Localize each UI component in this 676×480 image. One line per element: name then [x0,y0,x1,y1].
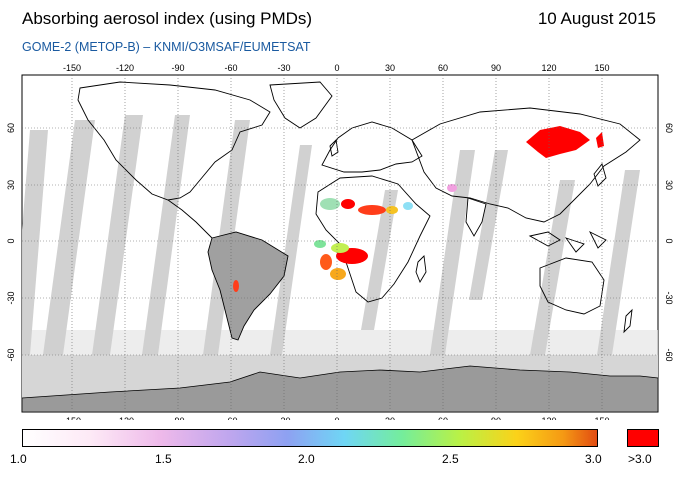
lon-tick-top: 90 [491,63,501,73]
lat-tick-left: 0 [6,238,16,243]
lon-tick-top: 30 [385,63,395,73]
lon-tick-bottom: 60 [438,416,448,420]
world-map: -150 -120 -90 -60 -30 0 30 60 90 120 150… [0,58,676,420]
lat-tick-right: 0 [664,238,674,243]
lat-tick-left: -60 [6,348,16,361]
lat-tick-right: -30 [664,291,674,304]
lat-tick-left: -30 [6,291,16,304]
legend-label-max: 3.0 [585,452,602,466]
coastlines [77,81,641,341]
map-date: 10 August 2015 [537,9,656,28]
lat-tick-right: -60 [664,348,674,361]
lon-tick-bottom: -60 [224,416,237,420]
map-title: Absorbing aerosol index (using PMDs) [22,9,313,28]
color-scale-bar [22,429,598,447]
lon-tick-bottom: -120 [116,416,134,420]
lon-tick-top: -60 [224,63,237,73]
lon-tick-bottom: -150 [63,416,81,420]
antarctica-landmass [21,365,659,413]
lat-tick-right: 30 [664,180,674,190]
lon-tick-top: 150 [594,63,609,73]
overflow-color-box [627,429,659,447]
legend-label-min: 1.0 [10,452,27,466]
lon-tick-top: -120 [116,63,134,73]
graticule [22,75,658,412]
lon-tick-bottom: -90 [171,416,184,420]
legend-label: 1.5 [155,452,172,466]
lon-tick-top: 0 [334,63,339,73]
legend-label-overflow: >3.0 [628,452,652,466]
lon-tick-top: 120 [541,63,556,73]
lon-tick-top: 60 [438,63,448,73]
lon-tick-bottom: 90 [491,416,501,420]
lon-tick-bottom: 30 [385,416,395,420]
lat-tick-left: 30 [6,180,16,190]
lon-tick-bottom: 0 [334,416,339,420]
orbit-gap-stripes [22,115,640,355]
lon-tick-bottom: 150 [594,416,609,420]
legend-label: 2.0 [298,452,315,466]
lat-tick-left: 60 [6,123,16,133]
legend-label: 2.5 [442,452,459,466]
lon-tick-bottom: -30 [277,416,290,420]
map-subtitle: GOME-2 (METOP-B) – KNMI/O3MSAF/EUMETSAT [22,40,311,54]
lon-tick-top: -90 [171,63,184,73]
lon-tick-top: -150 [63,63,81,73]
lon-tick-top: -30 [277,63,290,73]
lon-tick-bottom: 120 [541,416,556,420]
lat-tick-right: 60 [664,123,674,133]
